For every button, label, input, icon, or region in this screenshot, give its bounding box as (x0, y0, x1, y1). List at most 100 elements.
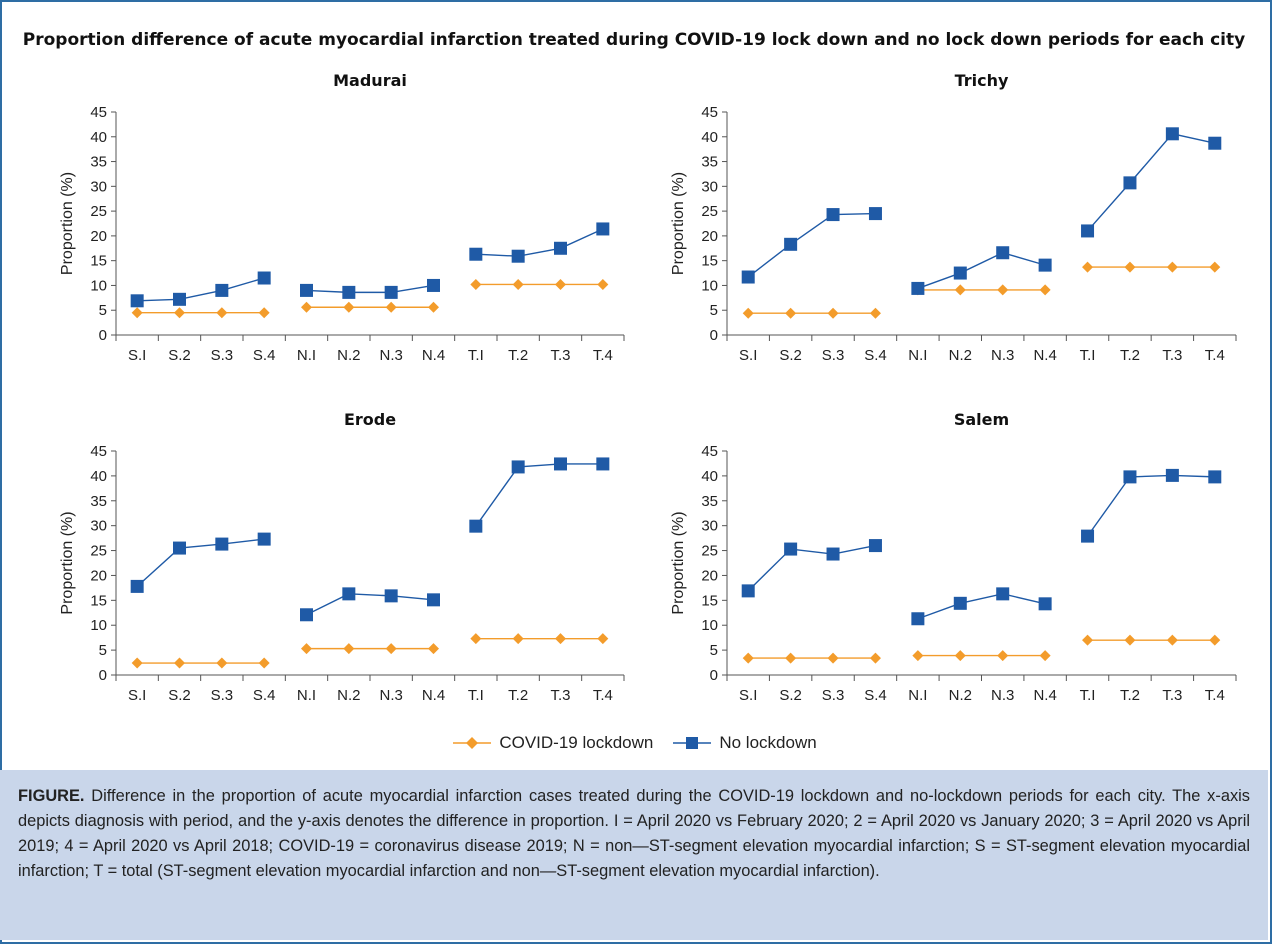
x-tick-label: T.I (468, 347, 484, 364)
point-no-lockdown (130, 294, 144, 308)
point-covid (385, 643, 397, 655)
point-no-lockdown (741, 270, 755, 284)
y-tick-label: 40 (90, 129, 107, 146)
x-tick-label: T.2 (1120, 687, 1140, 704)
y-axis-label: Proportion (%) (59, 511, 76, 614)
point-covid (1209, 634, 1221, 646)
series-line-no-lockdown (917, 251, 1046, 290)
panel-title: Salem (954, 410, 1009, 429)
point-no-lockdown (953, 596, 967, 610)
x-tick-label: T.I (468, 687, 484, 704)
point-no-lockdown (1038, 597, 1052, 611)
point-covid (428, 301, 439, 313)
point-no-lockdown (826, 547, 840, 561)
x-tick-label: N.3 (379, 347, 402, 364)
point-no-lockdown (342, 285, 356, 299)
point-no-lockdown (1038, 258, 1052, 272)
legend-item-covid: COVID-19 lockdown (451, 733, 653, 753)
point-covid (216, 657, 228, 669)
point-no-lockdown (784, 237, 798, 251)
point-covid (1166, 261, 1178, 273)
point-no-lockdown (1123, 176, 1137, 190)
y-tick-label: 10 (701, 277, 718, 294)
y-tick-label: 30 (701, 518, 718, 535)
point-no-lockdown (826, 208, 840, 222)
point-no-lockdown (911, 612, 925, 626)
x-tick-label: T.3 (550, 347, 570, 364)
point-no-lockdown (384, 589, 398, 603)
point-covid (1039, 650, 1051, 662)
x-tick-label: T.I (1080, 347, 1096, 364)
figure-caption: FIGURE. Difference in the proportion of … (18, 784, 1250, 884)
point-no-lockdown (953, 266, 967, 280)
legend-label-covid: COVID-19 lockdown (499, 733, 654, 752)
point-covid (742, 307, 754, 319)
x-tick-label: T.4 (593, 687, 613, 704)
y-tick-label: 5 (710, 302, 718, 319)
point-covid (869, 652, 881, 664)
y-tick-label: 25 (90, 543, 107, 560)
x-tick-label: T.3 (550, 687, 570, 704)
x-tick-label: N.4 (1033, 347, 1056, 364)
x-tick-label: S.I (739, 347, 757, 364)
point-no-lockdown (173, 292, 186, 306)
point-no-lockdown (257, 532, 271, 546)
point-covid (785, 652, 797, 664)
point-covid (555, 278, 566, 290)
point-covid (470, 278, 482, 290)
point-covid (131, 307, 143, 319)
point-no-lockdown (173, 541, 186, 555)
legend-item-no-lockdown: No lockdown (671, 733, 817, 753)
point-no-lockdown (427, 593, 440, 607)
y-tick-label: 30 (90, 518, 107, 535)
x-tick-label: S.3 (211, 687, 234, 704)
point-covid (1082, 634, 1094, 646)
x-tick-label: T.4 (1205, 347, 1225, 364)
point-no-lockdown (384, 285, 398, 299)
point-covid (470, 633, 482, 645)
chart-panel-madurai: Madurai Proportion (%) 0 5 10 15 20 25 30 35 40 45 S… (59, 71, 625, 364)
y-tick-label: 25 (701, 203, 718, 220)
point-covid (301, 643, 312, 655)
x-tick-label: S.I (739, 687, 757, 704)
point-covid (597, 278, 609, 290)
y-tick-label: 10 (90, 277, 107, 294)
point-no-lockdown (130, 579, 144, 593)
x-tick-label: T.2 (508, 687, 528, 704)
point-covid (597, 633, 609, 645)
x-tick-label: S.2 (168, 687, 191, 704)
point-no-lockdown (511, 249, 525, 263)
y-tick-label: 35 (90, 493, 107, 510)
point-covid (1124, 261, 1136, 273)
y-tick-label: 45 (701, 104, 718, 121)
legend-covid-marker-icon (453, 737, 492, 749)
point-no-lockdown (1165, 127, 1179, 141)
point-covid (258, 307, 270, 319)
x-tick-label: T.2 (1120, 347, 1140, 364)
point-covid (785, 307, 797, 319)
series-line-no-lockdown (917, 593, 1046, 620)
x-tick-label: S.4 (253, 347, 276, 364)
y-tick-label: 45 (701, 443, 718, 460)
point-covid (512, 633, 524, 645)
point-covid (954, 284, 966, 296)
point-no-lockdown (1081, 224, 1095, 238)
series-line-no-lockdown (137, 277, 265, 302)
series-line-no-lockdown (136, 538, 265, 587)
caption-text: Difference in the proportion of acute my… (18, 787, 1250, 880)
y-tick-label: 15 (701, 253, 718, 270)
point-no-lockdown (784, 542, 798, 556)
point-no-lockdown (257, 271, 271, 285)
point-covid (1209, 261, 1221, 273)
series-line-no-lockdown (306, 284, 434, 294)
y-tick-label: 15 (90, 592, 107, 609)
x-tick-label: S.2 (168, 347, 191, 364)
y-tick-label: 5 (99, 302, 107, 319)
point-no-lockdown (996, 246, 1010, 260)
point-no-lockdown (1081, 529, 1095, 543)
point-covid (385, 301, 397, 313)
point-no-lockdown (300, 608, 313, 622)
y-tick-label: 40 (701, 468, 718, 485)
legend-no-lockdown-marker-icon (673, 737, 712, 749)
